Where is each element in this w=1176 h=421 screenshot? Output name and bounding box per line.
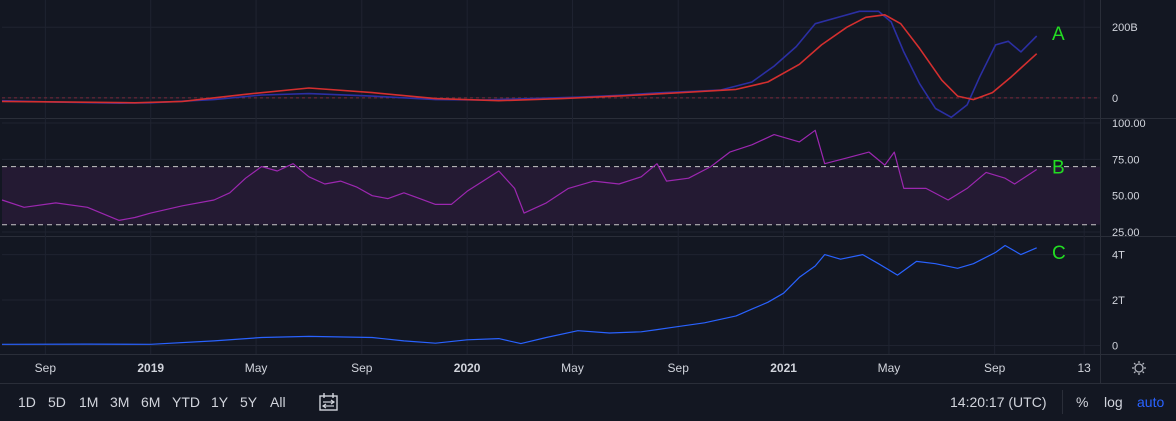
series-line-A-1 <box>1 14 1038 104</box>
range-button-ytd[interactable]: YTD <box>172 394 200 410</box>
log-toggle[interactable]: log <box>1104 394 1123 410</box>
x-tick-label: May <box>878 361 901 375</box>
pane-label-C: C <box>1052 243 1066 264</box>
x-tick-label: Sep <box>351 361 373 375</box>
range-button-3m[interactable]: 3M <box>110 394 130 410</box>
range-button-all[interactable]: All <box>270 394 286 410</box>
pane-label-B: B <box>1052 158 1065 179</box>
x-tick-label: 2020 <box>454 361 481 375</box>
range-button-6m[interactable]: 6M <box>141 394 161 410</box>
y-tick-label: 75.00 <box>1112 154 1140 166</box>
range-button-5d[interactable]: 5D <box>48 394 66 410</box>
y-tick-label: 200B <box>1112 22 1138 34</box>
percent-toggle[interactable]: % <box>1076 394 1089 410</box>
range-button-1m[interactable]: 1M <box>79 394 99 410</box>
pane-B: 100.00 75.00 50.00 25.00 B <box>1 118 1146 239</box>
y-tick-label: 0 <box>1112 340 1118 352</box>
range-button-1y[interactable]: 1Y <box>211 394 229 410</box>
x-tick-label: Sep <box>668 361 690 375</box>
x-tick-label: Sep <box>984 361 1006 375</box>
series-line-B-0 <box>1 129 1038 221</box>
chart-svg[interactable]: 200B 0 A 100.00 75.00 50.00 25.00 B 4T 2T 0 C Sep 201… <box>0 0 1176 383</box>
bottom-toolbar: 1D 5D 1M 3M 6M YTD 1Y 5Y All 14:20:17 (U… <box>0 383 1176 421</box>
x-tick-label: Sep <box>35 361 57 375</box>
date-range-icon[interactable] <box>318 392 340 412</box>
settings-icon[interactable] <box>1132 361 1146 375</box>
y-tick-label: 25.00 <box>1112 227 1140 239</box>
y-tick-label: 2T <box>1112 295 1125 307</box>
pane-A: 200B 0 A <box>1 10 1138 119</box>
series-line-C-0 <box>1 244 1037 345</box>
x-tick-label: 2019 <box>137 361 164 375</box>
range-button-5y[interactable]: 5Y <box>240 394 258 410</box>
rsi-band-fill <box>2 166 1100 225</box>
toolbar-divider <box>1062 390 1063 414</box>
y-tick-label: 50.00 <box>1112 191 1140 203</box>
y-tick-label: 0 <box>1112 93 1118 105</box>
chart-area[interactable]: 200B 0 A 100.00 75.00 50.00 25.00 B 4T 2T 0 C Sep 201… <box>0 0 1176 383</box>
y-tick-label: 100.00 <box>1112 118 1146 130</box>
clock-utc: 14:20:17 (UTC) <box>950 394 1047 410</box>
auto-toggle[interactable]: auto <box>1137 394 1165 410</box>
y-tick-label: 4T <box>1112 250 1125 262</box>
x-tick-label: May <box>245 361 268 375</box>
x-tick-label: 13 <box>1077 361 1091 375</box>
x-tick-label: May <box>561 361 584 375</box>
pane-C: 4T 2T 0 C <box>1 243 1125 352</box>
range-button-1d[interactable]: 1D <box>18 394 36 410</box>
x-tick-label: 2021 <box>770 361 797 375</box>
series-line-A-0 <box>1 10 1038 119</box>
pane-label-A: A <box>1052 24 1065 45</box>
